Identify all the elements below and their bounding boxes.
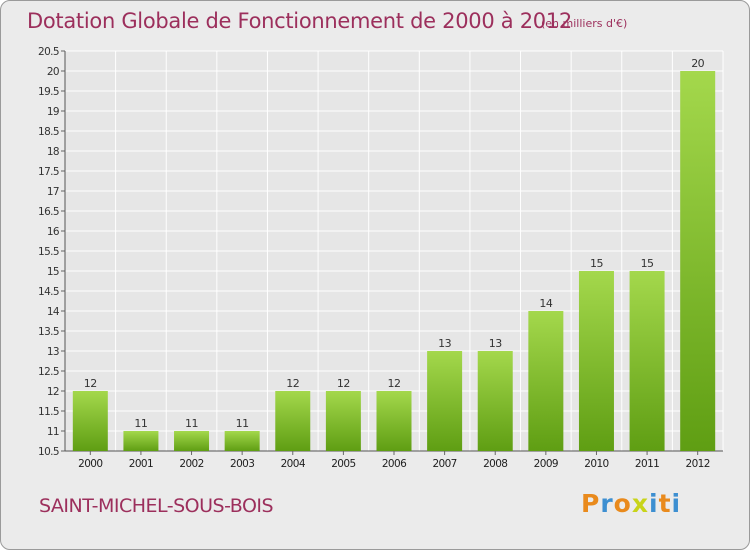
x-tick-label-2006: 2006 [382,458,407,470]
data-label-2012: 20 [691,57,704,70]
y-tick-label: 10.5 [38,446,59,458]
y-tick-label: 12 [47,386,59,398]
y-tick-label: 13 [47,346,59,358]
bar-2011 [629,271,665,451]
x-tick-label-2000: 2000 [78,458,102,470]
y-tick-label: 19 [47,106,59,118]
bar-2006 [376,391,412,451]
y-tick-label: 11 [47,426,59,438]
x-tick-label-2008: 2008 [483,458,507,470]
data-label-2010: 15 [590,257,603,270]
bar-2009 [528,311,564,451]
data-label-2008: 13 [489,337,502,350]
bar-2008 [477,351,513,451]
y-tick-label: 16.5 [38,206,59,218]
bar-2004 [275,391,311,451]
data-label-2006: 12 [388,377,401,390]
data-label-2002: 11 [185,417,198,430]
bar-2001 [123,431,159,451]
bar-2012 [680,71,716,451]
x-tick-label-2004: 2004 [281,458,306,470]
y-tick-label: 18.5 [38,126,59,138]
data-label-2011: 15 [641,257,654,270]
commune-name: SAINT-MICHEL-SOUS-BOIS [39,495,274,517]
data-label-2003: 11 [236,417,249,430]
data-label-2007: 13 [438,337,451,350]
y-tick-label: 20.5 [38,46,59,58]
y-tick-label: 14.5 [38,286,59,298]
y-tick-label: 17.5 [38,166,59,178]
logo-letter: x [631,489,649,518]
logo-letter: P [581,489,601,518]
y-tick-label: 12.5 [38,366,59,378]
y-tick-label: 11.5 [38,406,59,418]
logo-letter: o [613,489,632,518]
bar-2000 [72,391,108,451]
y-tick-label: 13.5 [38,326,59,338]
x-tick-label-2012: 2012 [686,458,710,470]
x-tick-label-2002: 2002 [179,458,203,470]
data-label-2001: 11 [134,417,147,430]
y-tick-label: 15.5 [38,246,59,258]
y-tick-label: 17 [47,186,59,198]
y-tick-label: 14 [47,306,60,318]
y-tick-label: 15 [47,266,59,278]
y-tick-label: 18 [47,146,59,158]
data-label-2004: 12 [286,377,299,390]
bar-2002 [174,431,210,451]
x-tick-label-2003: 2003 [230,458,254,470]
bar-2005 [325,391,361,451]
proxiti-logo: Proxiti [581,489,681,518]
bar-2003 [224,431,260,451]
bar-2010 [578,271,614,451]
x-tick-label-2010: 2010 [584,458,608,470]
data-label-2000: 12 [84,377,97,390]
x-tick-label-2007: 2007 [432,458,456,470]
logo-letter: i [649,489,659,518]
unit-note: (en milliers d'€) [541,17,628,30]
chart-title: Dotation Globale de Fonctionnement de 20… [27,9,572,33]
x-tick-label-2005: 2005 [331,458,355,470]
logo-letter: t [658,489,672,518]
data-label-2005: 12 [337,377,350,390]
x-tick-label-2011: 2011 [635,458,659,470]
y-tick-label: 19.5 [38,86,59,98]
bar-2007 [427,351,463,451]
logo-letter: i [671,489,682,518]
y-tick-label: 20 [47,66,59,78]
x-tick-label-2001: 2001 [129,458,153,470]
x-tick-label-2009: 2009 [534,458,558,470]
logo-letter: r [600,489,614,518]
y-tick-label: 16 [47,226,60,238]
data-label-2009: 14 [539,297,552,310]
